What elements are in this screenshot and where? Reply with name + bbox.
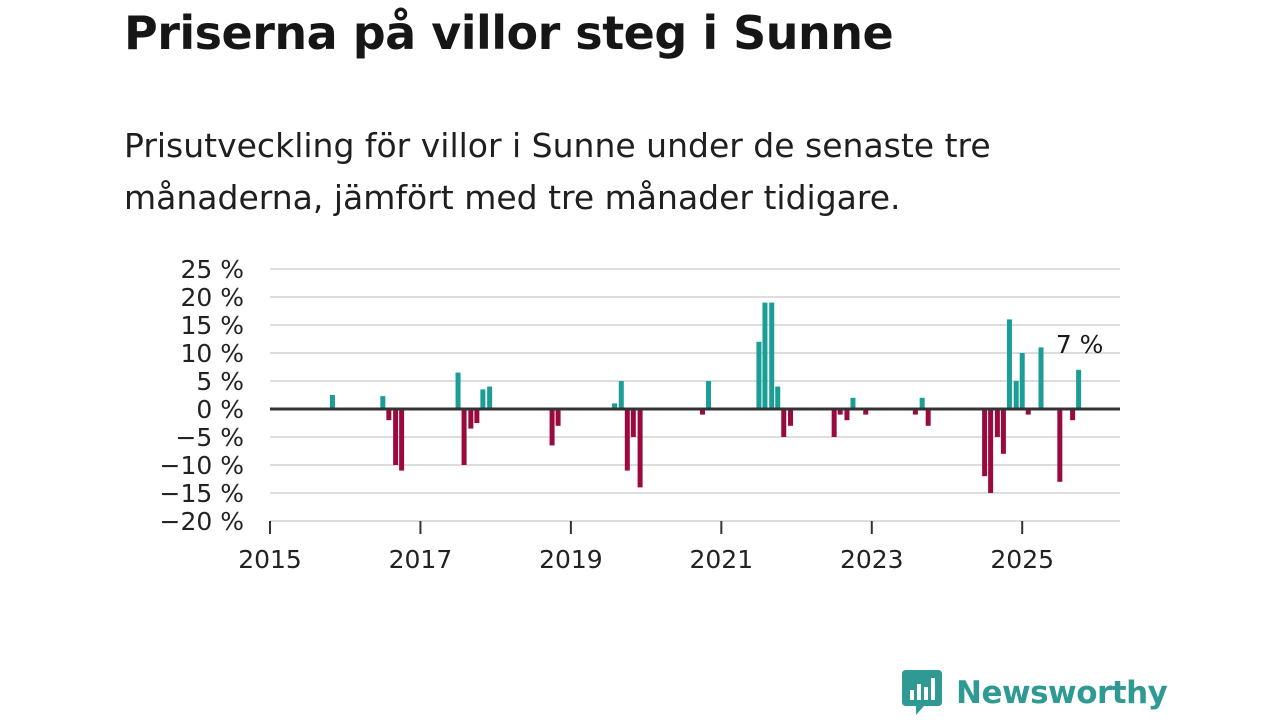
- y-tick-label: 10 %: [180, 339, 244, 368]
- chart-title: Priserna på villor steg i Sunne: [124, 6, 894, 60]
- bar: [706, 381, 712, 409]
- y-tick-label: −10 %: [160, 451, 244, 480]
- bar: [1019, 353, 1025, 409]
- bar: [982, 409, 988, 477]
- y-tick-label: −5 %: [175, 423, 244, 452]
- bar: [925, 409, 931, 426]
- y-tick-label: −15 %: [160, 479, 244, 508]
- bar: [618, 381, 624, 409]
- bar: [624, 409, 630, 471]
- newsworthy-logo: Newsworthy: [902, 670, 1168, 716]
- bar: [393, 409, 399, 465]
- bar: [788, 409, 794, 426]
- newsworthy-logo-icon: [902, 670, 942, 715]
- gridlines: [270, 268, 1120, 522]
- x-tick-label: 2023: [840, 545, 904, 574]
- bar: [329, 395, 335, 409]
- bar: [988, 409, 994, 493]
- bar: [1076, 369, 1082, 409]
- x-axis: 2015 2017 2019 2021 2023 2025: [238, 521, 1054, 574]
- bar: [380, 396, 386, 409]
- bar: [399, 409, 405, 471]
- x-tick-label: 2025: [990, 545, 1054, 574]
- bar: [612, 403, 618, 409]
- bar: [700, 409, 706, 415]
- last-value-label: 7 %: [1056, 330, 1104, 359]
- y-tick-label: 0 %: [196, 395, 244, 424]
- y-tick-label: −20 %: [160, 507, 244, 536]
- bar: [1038, 347, 1044, 409]
- x-tick-label: 2021: [690, 545, 754, 574]
- bar: [775, 386, 781, 409]
- y-tick-label: 25 %: [180, 255, 244, 284]
- x-tick-label: 2015: [238, 545, 302, 574]
- bar: [850, 397, 856, 409]
- bar: [637, 409, 643, 488]
- bar: [487, 386, 493, 409]
- bar: [480, 389, 486, 409]
- bar: [919, 397, 925, 409]
- bar: [461, 409, 467, 465]
- bar: [844, 409, 850, 421]
- bar: [474, 409, 480, 423]
- bar: [630, 409, 636, 437]
- annotations: 7 %: [1056, 330, 1104, 359]
- bar: [912, 409, 918, 415]
- bar: [837, 409, 843, 415]
- bar: [468, 409, 474, 429]
- bar: [762, 302, 768, 409]
- x-tick-label: 2017: [389, 545, 453, 574]
- bar: [455, 372, 461, 409]
- bar: [386, 409, 392, 421]
- bar: [1000, 409, 1006, 454]
- y-tick-label: 20 %: [180, 283, 244, 312]
- bar: [781, 409, 787, 437]
- y-axis-tick-labels: 25 %20 %15 %10 %5 %0 %−5 %−10 %−15 %−20 …: [160, 255, 244, 536]
- bar: [549, 409, 555, 446]
- chart-subtitle: Prisutveckling för villor i Sunne under …: [124, 126, 991, 217]
- bar: [1013, 381, 1019, 409]
- bar: [555, 409, 561, 426]
- bar: [1057, 409, 1063, 482]
- bar: [756, 341, 762, 409]
- bar: [1025, 409, 1031, 415]
- y-tick-label: 5 %: [196, 367, 244, 396]
- x-tick-label: 2019: [539, 545, 603, 574]
- bar: [831, 409, 837, 437]
- y-tick-label: 15 %: [180, 311, 244, 340]
- bar: [863, 409, 869, 415]
- bar: [769, 302, 775, 409]
- logo-text: Newsworthy: [956, 675, 1168, 711]
- bar: [1070, 409, 1076, 421]
- bar: [1006, 319, 1012, 409]
- bars: [329, 302, 1082, 493]
- bar: [994, 409, 1000, 437]
